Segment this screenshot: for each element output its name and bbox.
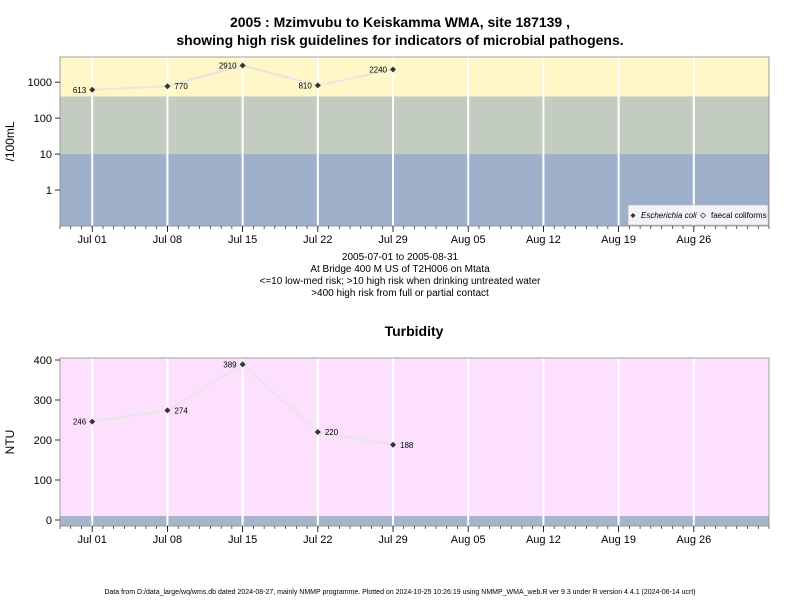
chart-1-y-tick-label-3: 100 bbox=[34, 113, 52, 125]
chart-1-legend-label-1: Escherichia coli bbox=[641, 211, 697, 220]
caption-risk-guideline-2: >400 high risk from full or partial cont… bbox=[311, 288, 489, 299]
chart-2-series-1-point-1 bbox=[89, 418, 96, 425]
chart-2-x-tick-label-1: Jul 01 bbox=[78, 534, 107, 546]
chart-2-risk-band-1 bbox=[60, 358, 769, 516]
chart-1-x-tick-label-5: Jul 29 bbox=[378, 234, 407, 246]
chart-1-x-tick-label-1: Jul 01 bbox=[78, 234, 107, 246]
chart-2-x-tick-label-5: Jul 29 bbox=[378, 534, 407, 546]
chart-1-series-1-point-3 bbox=[239, 62, 246, 69]
chart-1-y-tick-label-2: 10 bbox=[40, 149, 52, 161]
chart-2-series-1-point-2 bbox=[164, 407, 171, 414]
caption-site-description: At Bridge 400 M US of T2H006 on Mtata bbox=[310, 264, 490, 275]
chart-2-y-tick-label-2: 100 bbox=[34, 475, 52, 487]
chart-1-risk-band-1 bbox=[60, 57, 769, 97]
chart-1-legend-label-2: faecal coliforms bbox=[711, 211, 767, 220]
chart-1-legend-box bbox=[627, 204, 769, 226]
chart-1-x-tick-label-6: Aug 05 bbox=[451, 234, 486, 246]
chart-2-risk-band-2 bbox=[60, 516, 769, 526]
chart-1-x-tick-label-7: Aug 12 bbox=[526, 234, 561, 246]
chart-1-legend-marker-2 bbox=[700, 212, 706, 219]
chart-1-y-axis-title: /100mL bbox=[3, 121, 17, 161]
chart-1-series-1-data-label-1: 613 bbox=[73, 86, 87, 95]
chart-2-series-1-data-label-1: 246 bbox=[73, 418, 87, 427]
chart-2-x-tick-label-8: Aug 19 bbox=[601, 534, 636, 546]
chart-1-series-1-point-1 bbox=[89, 86, 96, 93]
footer-provenance: Data from D:/data_large/wq/wms.db dated … bbox=[104, 589, 696, 596]
chart-2-series-1-point-4 bbox=[314, 429, 321, 435]
chart-2-x-tick-label-9: Aug 26 bbox=[676, 534, 711, 546]
chart-2-series-1-data-label-2: 274 bbox=[174, 406, 188, 415]
chart-2-series-1-point-3 bbox=[239, 361, 246, 368]
chart-1-x-tick-label-8: Aug 19 bbox=[601, 234, 636, 246]
chart-1-risk-band-2 bbox=[60, 96, 769, 155]
chart-1-x-tick-label-2: Jul 08 bbox=[153, 234, 182, 246]
chart-2-y-tick-label-3: 200 bbox=[34, 435, 52, 447]
chart-1-series-1-data-label-2: 770 bbox=[174, 82, 188, 91]
chart-2-x-tick-label-7: Aug 12 bbox=[526, 534, 561, 546]
chart-1-y-tick-label-4: 1000 bbox=[28, 77, 52, 89]
chart-2-x-tick-label-4: Jul 22 bbox=[303, 534, 332, 546]
chart-2-y-tick-label-5: 400 bbox=[34, 355, 52, 367]
chart-1-x-tick-label-9: Aug 26 bbox=[676, 234, 711, 246]
chart-1-series-1-point-4 bbox=[314, 82, 321, 89]
chart-2-y-tick-label-4: 300 bbox=[34, 395, 52, 407]
chart-1-x-tick-label-3: Jul 15 bbox=[228, 234, 257, 246]
chart-2-title: Turbidity bbox=[385, 323, 444, 339]
chart-2-x-tick-label-2: Jul 08 bbox=[153, 534, 182, 546]
chart-2-y-axis-title: NTU bbox=[3, 430, 17, 455]
chart-2-series-1-data-label-5: 188 bbox=[400, 441, 414, 450]
chart-1-legend-marker-1 bbox=[630, 213, 636, 218]
chart-2-series-1-data-label-3: 389 bbox=[223, 360, 237, 369]
chart-1-y-tick-label-1: 1 bbox=[46, 185, 52, 197]
chart-2-x-tick-label-6: Aug 05 bbox=[451, 534, 486, 546]
chart-2-series-1-data-label-4: 220 bbox=[325, 428, 339, 437]
chart-1-x-tick-label-4: Jul 22 bbox=[303, 234, 332, 246]
chart-title-line-2: showing high risk guidelines for indicat… bbox=[176, 32, 624, 48]
caption-risk-guideline-1: <=10 low-med risk; >10 high risk when dr… bbox=[259, 276, 541, 287]
chart-2-series-1-point-5 bbox=[390, 441, 397, 448]
chart-1-series-1-data-label-3: 2910 bbox=[219, 61, 237, 70]
chart-1-series-1-data-label-5: 2240 bbox=[369, 66, 387, 75]
chart-1-series-1-point-5 bbox=[390, 66, 397, 73]
chart-title-line-1: 2005 : Mzimvubu to Keiskamma WMA, site 1… bbox=[229, 14, 570, 30]
caption-date-range: 2005-07-01 to 2005-08-31 bbox=[341, 252, 459, 263]
chart-2-y-tick-label-1: 0 bbox=[46, 515, 52, 527]
chart-1-series-1-data-label-4: 810 bbox=[298, 81, 312, 90]
chart-1-series-1-point-2 bbox=[164, 83, 171, 90]
chart-2-x-tick-label-3: Jul 15 bbox=[228, 534, 257, 546]
